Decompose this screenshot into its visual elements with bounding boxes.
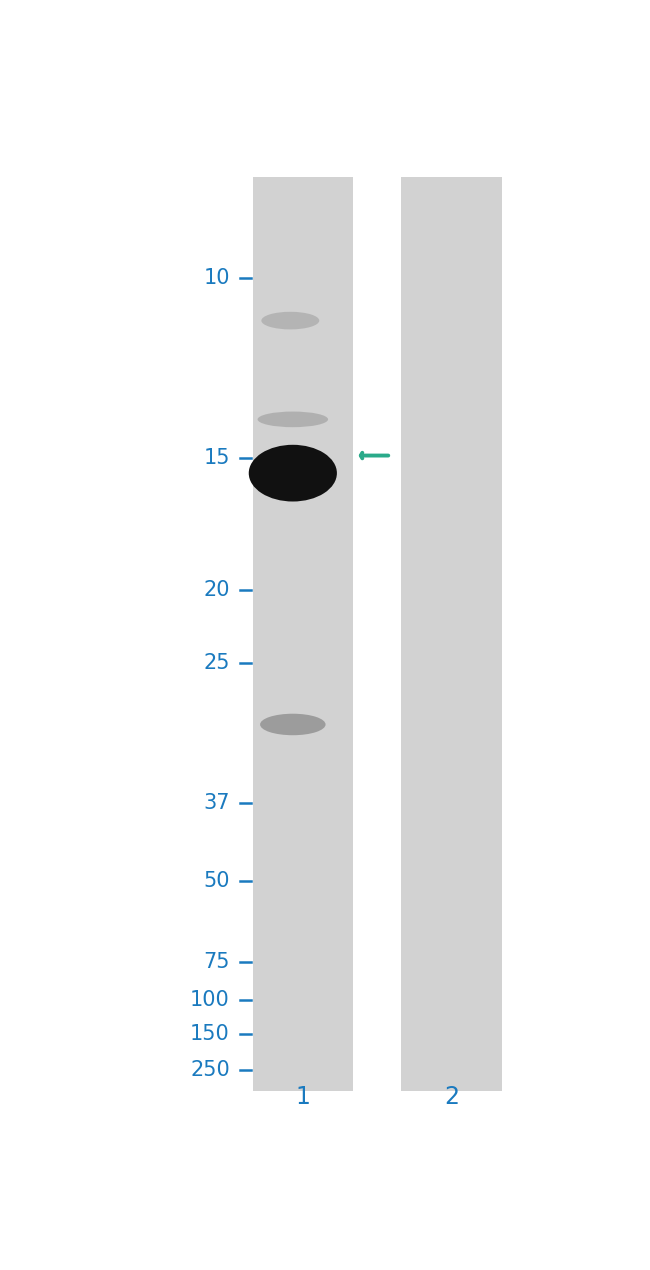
Text: 75: 75: [203, 952, 230, 972]
Ellipse shape: [260, 714, 326, 735]
Text: 2: 2: [444, 1085, 459, 1109]
Text: 50: 50: [203, 871, 230, 892]
Text: 10: 10: [203, 268, 230, 287]
Text: 250: 250: [190, 1059, 230, 1080]
Text: 20: 20: [203, 579, 230, 599]
Text: 150: 150: [190, 1025, 230, 1044]
Ellipse shape: [249, 444, 337, 502]
Ellipse shape: [261, 312, 319, 329]
Bar: [252, 177, 354, 1091]
Text: 37: 37: [203, 792, 230, 813]
Text: 1: 1: [296, 1085, 310, 1109]
Text: 100: 100: [190, 991, 230, 1010]
Ellipse shape: [257, 411, 328, 427]
Bar: [401, 177, 502, 1091]
Text: 25: 25: [203, 653, 230, 673]
Text: 15: 15: [203, 447, 230, 467]
